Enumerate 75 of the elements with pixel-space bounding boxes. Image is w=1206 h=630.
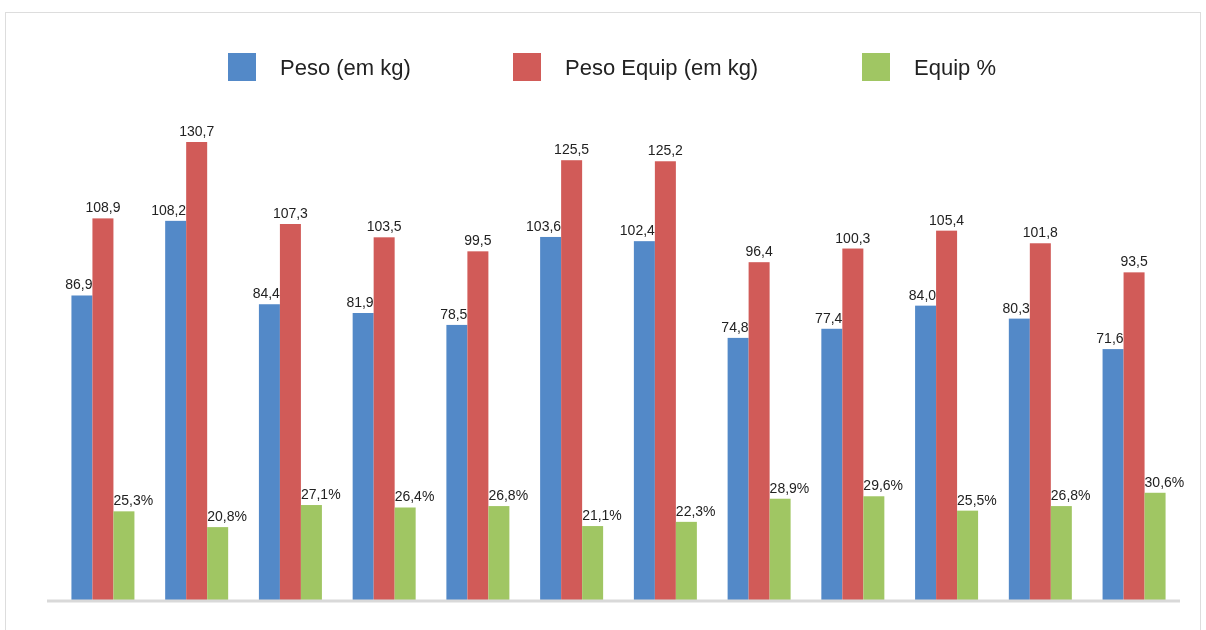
data-label: 86,9 bbox=[65, 276, 93, 293]
data-label: 100,3 bbox=[835, 229, 871, 246]
bar bbox=[207, 527, 229, 600]
bar bbox=[748, 262, 770, 600]
bar bbox=[1144, 492, 1166, 600]
bar bbox=[467, 251, 489, 600]
bar bbox=[863, 496, 885, 600]
data-label: 81,9 bbox=[346, 294, 374, 311]
bar bbox=[113, 511, 135, 600]
bar bbox=[92, 218, 114, 600]
bar bbox=[561, 160, 583, 600]
data-label: 108,9 bbox=[85, 199, 121, 216]
legend-label: Peso Equip (em kg) bbox=[565, 55, 759, 80]
bar bbox=[279, 224, 301, 600]
bar bbox=[258, 304, 280, 600]
bar bbox=[300, 505, 322, 600]
data-label: 21,1% bbox=[582, 507, 622, 524]
bar bbox=[582, 526, 604, 600]
data-label: 74,8 bbox=[721, 318, 749, 335]
bar bbox=[71, 295, 93, 600]
bar bbox=[165, 220, 187, 600]
bar bbox=[654, 161, 676, 600]
bar bbox=[633, 241, 655, 600]
bar bbox=[936, 230, 958, 600]
data-label: 26,4% bbox=[394, 488, 435, 505]
bar bbox=[769, 498, 791, 600]
data-label: 30,6% bbox=[1144, 473, 1185, 490]
data-label: 93,5 bbox=[1120, 253, 1148, 270]
bar bbox=[394, 507, 416, 600]
data-label: 25,3% bbox=[113, 492, 154, 509]
bar bbox=[488, 506, 510, 600]
bar bbox=[1102, 349, 1124, 600]
data-label: 103,5 bbox=[366, 218, 402, 235]
bar bbox=[821, 328, 843, 600]
bar bbox=[1029, 243, 1051, 600]
data-label: 26,8% bbox=[1050, 487, 1091, 504]
bar bbox=[446, 324, 468, 600]
data-label: 77,4 bbox=[815, 309, 843, 326]
data-label: 80,3 bbox=[1002, 299, 1031, 316]
data-label: 108,2 bbox=[151, 201, 187, 218]
bar bbox=[675, 521, 697, 600]
bar bbox=[727, 337, 749, 600]
data-label: 105,4 bbox=[929, 211, 965, 228]
bar bbox=[957, 510, 979, 600]
data-label: 22,3% bbox=[675, 502, 716, 519]
data-label: 102,4 bbox=[619, 222, 656, 239]
data-label: 84,4 bbox=[252, 285, 281, 302]
data-label: 125,2 bbox=[647, 142, 684, 159]
data-label: 99,5 bbox=[464, 232, 492, 249]
data-label: 25,5% bbox=[957, 491, 997, 508]
bar bbox=[352, 313, 374, 600]
bar bbox=[1008, 318, 1030, 600]
data-label: 26,8% bbox=[488, 487, 529, 504]
data-label: 78,5 bbox=[440, 305, 468, 322]
bar bbox=[1050, 506, 1072, 600]
data-label: 96,4 bbox=[745, 243, 773, 260]
bar bbox=[1123, 272, 1145, 600]
data-label: 27,1% bbox=[300, 486, 341, 503]
bar bbox=[540, 236, 562, 600]
data-label: 84,0 bbox=[908, 286, 937, 303]
data-label: 28,9% bbox=[769, 479, 810, 496]
data-label: 101,8 bbox=[1022, 224, 1059, 241]
data-label: 125,5 bbox=[554, 141, 590, 158]
bar bbox=[915, 305, 937, 600]
bar bbox=[373, 237, 395, 600]
data-label: 29,6% bbox=[863, 477, 904, 494]
data-label: 107,3 bbox=[272, 205, 309, 221]
legend-label: Peso (em kg) bbox=[280, 55, 411, 80]
data-label: 71,6 bbox=[1096, 330, 1124, 347]
data-label: 103,6 bbox=[526, 217, 562, 234]
data-label: 130,7 bbox=[179, 123, 215, 139]
data-label: 20,8% bbox=[207, 508, 247, 525]
bar bbox=[842, 248, 864, 600]
bar bbox=[186, 142, 208, 600]
legend-label: Equip % bbox=[914, 55, 996, 80]
